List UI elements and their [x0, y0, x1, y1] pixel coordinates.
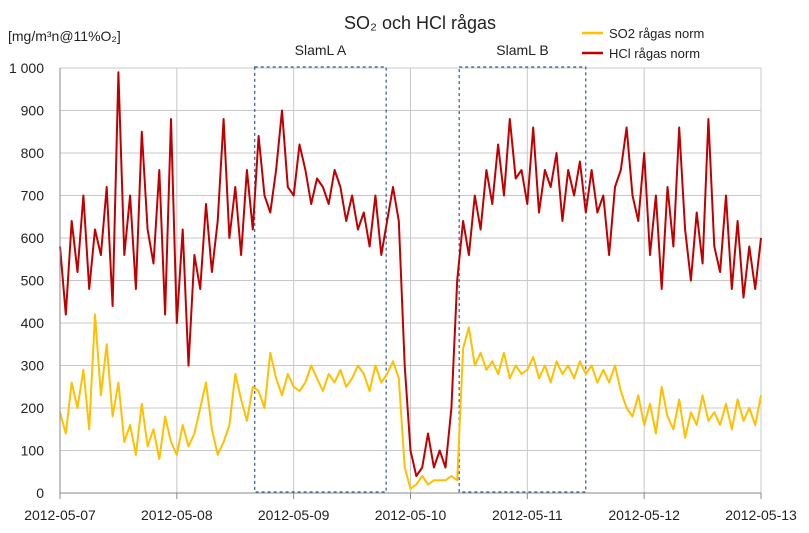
- legend: SO2 rågas norm HCl rågas norm: [582, 26, 704, 61]
- y-tick-label: 700: [21, 188, 45, 204]
- x-tick-label: 2012-05-10: [375, 507, 447, 523]
- x-tick-label: 2012-05-09: [258, 507, 330, 523]
- series-lines: [59, 71, 762, 490]
- y-tick-label: 1 000: [9, 60, 44, 76]
- y-tick-label: 300: [21, 358, 45, 374]
- y-tick-label: 0: [36, 485, 44, 501]
- legend-label-hcl: HCl rågas norm: [609, 46, 700, 61]
- series-line-hcl: [59, 71, 762, 477]
- annotation-box-2: [458, 66, 587, 493]
- x-tick-label: 2012-05-11: [492, 507, 563, 523]
- x-tick-label: 2012-05-08: [141, 507, 213, 523]
- annotation-boxes: SlamL A SlamL B: [254, 42, 587, 493]
- y-tick-label: 400: [21, 315, 45, 331]
- y-tick-label: 500: [21, 273, 45, 289]
- annotation-label-2: SlamL B: [496, 42, 548, 58]
- series-line-so2: [59, 313, 762, 490]
- annotation-box-1: [254, 66, 387, 493]
- y-tick-label: 800: [21, 145, 45, 161]
- x-tick-label: 2012-05-13: [725, 507, 797, 523]
- axes: 0 100 200 300 400 500 600 700 800 900 1 000 2012-05…: [9, 60, 797, 523]
- y-axis-label: [mg/m³n@11%O₂]: [8, 28, 121, 44]
- x-tick-label: 2012-05-07: [24, 507, 96, 523]
- y-tick-label: 200: [21, 400, 45, 416]
- y-tick-label: 600: [21, 230, 45, 246]
- legend-label-so2: SO2 rågas norm: [609, 26, 704, 41]
- annotation-label-1: SlamL A: [295, 42, 347, 58]
- chart-title: SO₂ och HCl rågas: [344, 13, 496, 33]
- gridlines: [60, 67, 762, 493]
- y-tick-label: 900: [21, 103, 45, 119]
- y-tick-label: 100: [21, 443, 45, 459]
- x-tick-label: 2012-05-12: [608, 507, 680, 523]
